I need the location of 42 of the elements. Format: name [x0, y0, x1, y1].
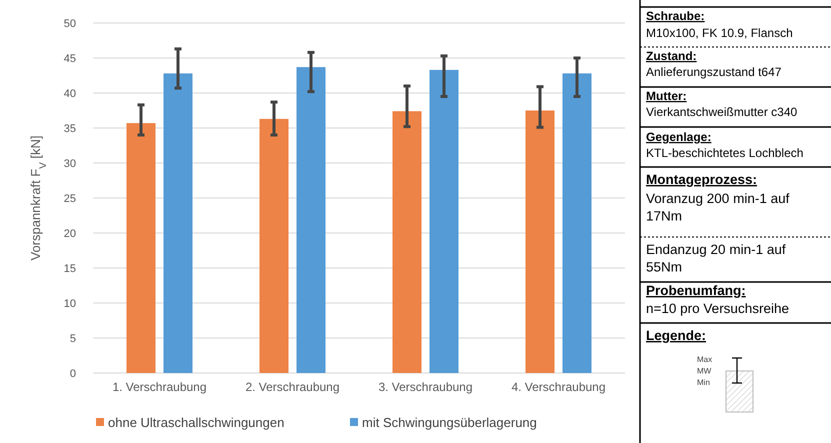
legend-label: ohne Ultraschallschwingungen [108, 415, 284, 430]
x-tick-label: 3. Verschraubung [378, 380, 473, 394]
text: Schraube: [646, 9, 705, 23]
text: Legende: [646, 328, 706, 343]
x-tick-label: 4. Verschraubung [511, 380, 606, 394]
bar [562, 73, 592, 373]
y-tick-label: 30 [64, 158, 76, 170]
text: Zustand: [646, 49, 697, 63]
bar [260, 118, 288, 373]
x-tick-label: 1. Verschraubung [112, 380, 207, 394]
text: Voranzug 200 min-1 auf 17Nm [646, 191, 790, 224]
bar [430, 70, 458, 373]
bar [392, 111, 422, 373]
text: Montageprozess: [646, 172, 758, 187]
legend-label: mit Schwingungsüberlagerung [362, 415, 537, 430]
y-tick-label: 40 [64, 88, 76, 100]
bar [526, 110, 554, 373]
y-tick-label: 15 [64, 263, 76, 275]
text: Gegenlage: [646, 130, 712, 144]
text: M10x100, FK 10.9, Flansch [646, 26, 793, 40]
y-tick-label: 25 [64, 193, 76, 205]
text: Endanzug 20 min-1 auf 55Nm [646, 242, 786, 275]
y-tick-label: 10 [64, 298, 76, 310]
text: MW [697, 366, 712, 376]
y-tick-label: 35 [64, 123, 76, 135]
bar [126, 123, 156, 373]
text: KTL-beschichtetes Lochblech [646, 146, 804, 160]
text: n=10 pro Versuchsreihe [646, 301, 789, 316]
text: Vierkantschweißmutter c340 [646, 105, 798, 119]
bar [296, 67, 326, 373]
y-tick-label: 20 [64, 228, 76, 240]
y-tick-label: 0 [70, 368, 76, 380]
y-tick-label: 45 [64, 53, 76, 65]
x-tick-label: 2. Verschraubung [245, 380, 340, 394]
text: Min [697, 378, 710, 387]
text: Max [697, 355, 712, 364]
y-tick-label: 5 [70, 333, 76, 345]
text: Probenumfang: [646, 283, 746, 298]
y-tick-label: 50 [64, 18, 76, 30]
bar [164, 73, 192, 373]
text: Mutter: [646, 89, 687, 103]
text: Anlieferungszustand t647 [646, 65, 782, 79]
